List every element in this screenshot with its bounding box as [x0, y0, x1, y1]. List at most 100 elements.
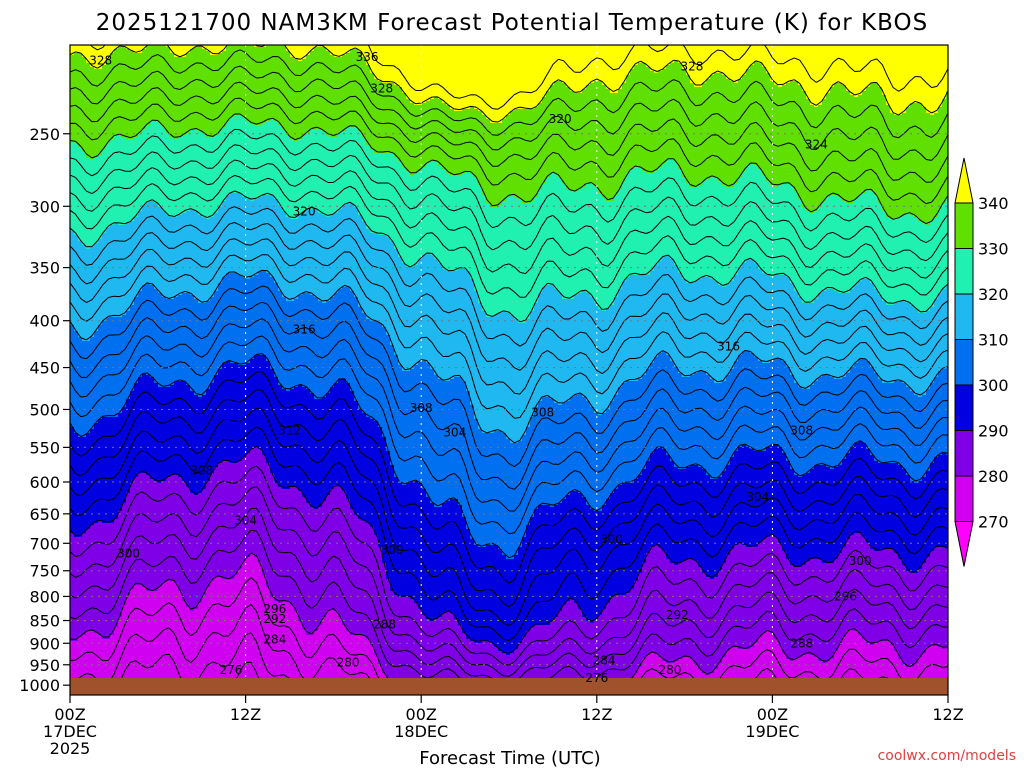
contour-band-cell [118, 135, 123, 226]
contour-band-cell [494, 207, 499, 316]
contour-band-cell [862, 279, 867, 360]
contour-band-cell [866, 361, 871, 450]
contour-band-cell [854, 443, 859, 534]
contour-band-cell [886, 463, 891, 550]
contour-band-cell [214, 45, 219, 56]
contour-band-cell [662, 449, 667, 552]
contour-band-cell [550, 507, 555, 622]
contour-band-cell [250, 359, 255, 450]
contour-band-cell [90, 159, 95, 248]
contour-band-cell [290, 301, 295, 390]
contour-band-cell [246, 45, 251, 122]
contour-band-cell [658, 657, 663, 695]
contour-band-cell [710, 379, 715, 480]
contour-band-cell [874, 373, 879, 462]
contour-band-cell [470, 279, 475, 406]
contour-band-cell [158, 293, 163, 388]
contour-band-cell [758, 63, 763, 170]
contour-band-cell [418, 45, 423, 106]
contour-band-cell [522, 537, 527, 638]
contour-band-cell [530, 311, 535, 418]
contour-band-cell [918, 313, 923, 398]
contour-band-cell [70, 141, 75, 232]
contour-band-cell [174, 381, 179, 476]
contour-band-cell [806, 653, 811, 695]
contour-band-cell [74, 45, 79, 54]
colorbar-label: 270 [978, 513, 1009, 532]
contour-band-cell [746, 447, 751, 548]
contour-band-cell [890, 645, 895, 695]
contour-band-cell [710, 45, 715, 76]
contour-band-cell [726, 45, 731, 80]
contour-band-cell [782, 85, 787, 184]
contour-band-cell [694, 45, 699, 88]
contour-band-cell [722, 45, 727, 76]
contour-band-cell [426, 253, 431, 364]
contour-line-324 [70, 159, 948, 279]
contour-band-cell [830, 469, 835, 564]
contour-band-cell [230, 363, 235, 464]
contour-band-cell [574, 191, 579, 296]
contour-band-cell [526, 525, 531, 632]
contour-band-cell [934, 217, 939, 300]
contour-band-cell [658, 261, 663, 354]
contour-band-cell [366, 145, 371, 230]
contour-band-cell [762, 273, 767, 364]
contour-band-cell [666, 355, 671, 456]
contour-band-cell [410, 481, 415, 600]
contour-band-cell [182, 135, 187, 214]
contour-band-cell [750, 259, 755, 354]
contour-band-cell [778, 87, 783, 186]
contour-band-cell [726, 465, 731, 556]
contour-band-cell [254, 47, 259, 126]
contour-band-cell [618, 189, 623, 290]
contour-band-cell [166, 299, 171, 388]
contour-band-cell [934, 547, 939, 646]
contour-band-cell [158, 123, 163, 208]
contour-band-cell [762, 539, 767, 634]
contour-band-cell [358, 635, 363, 695]
contour-band-cell [278, 205, 283, 292]
contour-band-cell [666, 455, 671, 560]
contour-band-cell [170, 581, 175, 695]
contour-band-cell [262, 455, 267, 576]
contour-band-cell [402, 485, 407, 598]
contour-band-cell [930, 307, 935, 384]
contour-label: 300 [600, 532, 623, 546]
contour-band-cell [550, 285, 555, 400]
contour-band-cell [934, 113, 939, 218]
contour-band-cell [862, 639, 867, 695]
contour-band-cell [658, 71, 663, 168]
contour-band-cell [94, 157, 99, 244]
contour-band-cell [242, 45, 247, 118]
contour-band-cell [602, 45, 607, 86]
contour-band-cell [190, 611, 195, 695]
contour-band-cell [798, 387, 803, 478]
contour-band-cell [134, 45, 139, 54]
contour-band-cell [390, 241, 395, 346]
contour-band-cell [594, 413, 599, 512]
contour-band-cell [186, 385, 191, 488]
contour-band-cell [90, 337, 95, 430]
contour-band-cell [718, 571, 723, 664]
contour-band-cell [170, 299, 175, 386]
contour-band-cell [514, 319, 519, 444]
contour-band-cell [286, 391, 291, 490]
contour-band-cell [202, 303, 207, 396]
contour-band-cell [382, 327, 387, 438]
contour-band-cell [390, 465, 395, 592]
contour-band-cell [714, 577, 719, 670]
contour-band-cell [318, 399, 323, 508]
contour-band-cell [170, 475, 175, 582]
contour-band-cell [662, 351, 667, 450]
contour-band-cell [94, 45, 99, 70]
contour-band-cell [722, 381, 727, 472]
contour-band-cell [814, 559, 819, 658]
contour-band-cell [922, 313, 927, 396]
contour-band-cell [90, 67, 95, 160]
contour-band-cell [442, 45, 447, 104]
contour-band-cell [754, 61, 759, 166]
contour-band-cell [406, 171, 411, 268]
contour-label: 300 [380, 543, 403, 557]
